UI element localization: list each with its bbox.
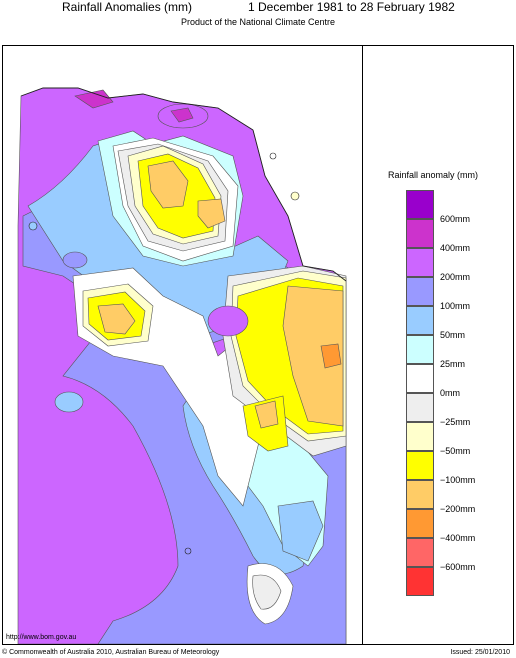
legend-swatch (406, 306, 434, 335)
legend-swatch (406, 422, 434, 451)
zone-minus25-south (252, 574, 282, 610)
legend-swatch (406, 393, 434, 422)
legend-divider (362, 45, 363, 645)
zone-minus200-east (282, 285, 344, 427)
legend-swatch (406, 248, 434, 277)
legend-label: 200mm (440, 272, 471, 282)
zone-50mm-southeast (277, 500, 324, 562)
legend-swatch (406, 364, 434, 393)
rainfall-anomaly-map (17, 87, 347, 644)
footer-issued: Issued: 25/01/2010 (450, 649, 510, 656)
legend-label: −400mm (440, 533, 476, 543)
legend-label: −25mm (440, 417, 471, 427)
legend-label: 600mm (440, 214, 471, 224)
zone-minus200 (147, 160, 189, 209)
legend-label: 50mm (440, 330, 466, 340)
legend-swatch (406, 451, 434, 480)
island-marker (290, 191, 300, 201)
legend-label: −600mm (440, 562, 476, 572)
map-period: 1 December 1981 to 28 February 1982 (248, 0, 455, 14)
zone-minus200-south (254, 400, 279, 429)
legend-swatch (406, 190, 434, 219)
legend-swatch (406, 509, 434, 538)
zone-minus200-b (197, 198, 226, 229)
island-marker (184, 547, 192, 555)
zone-100mm-island (62, 251, 88, 269)
zone-400mm-north (170, 107, 194, 123)
legend-label: 400mm (440, 243, 471, 253)
island-marker (269, 152, 277, 160)
footer-copyright: © Commonwealth of Australia 2010, Austra… (2, 649, 220, 656)
legend-label: 100mm (440, 301, 471, 311)
legend-label: −50mm (440, 446, 471, 456)
map-subtitle: Product of the National Climate Centre (180, 17, 336, 27)
zone-minus200-west (97, 303, 136, 335)
legend-swatch (406, 219, 434, 248)
legend-label: −100mm (440, 475, 476, 485)
footer-url[interactable]: http://www.bom.gov.au (6, 634, 77, 641)
coastline-east (252, 129, 347, 282)
legend-swatch (406, 277, 434, 306)
legend-swatch (406, 480, 434, 509)
legend-swatch (406, 538, 434, 567)
map-title: Rainfall Anomalies (mm) (62, 0, 193, 14)
legend-label: −200mm (440, 504, 476, 514)
zone-50mm-island (54, 391, 84, 413)
zone-200mm-central (207, 305, 249, 337)
legend-swatch (406, 335, 434, 364)
island-marker (28, 221, 38, 231)
zone-minus400 (320, 343, 342, 369)
legend-label: 0mm (440, 388, 460, 398)
legend-label: 25mm (440, 359, 466, 369)
legend-swatch (406, 567, 434, 596)
legend-title: Rainfall anomaly (mm) (388, 170, 479, 180)
map-frame (2, 45, 514, 645)
coastline-north (20, 87, 254, 131)
zone-400mm-northwest (74, 89, 114, 109)
